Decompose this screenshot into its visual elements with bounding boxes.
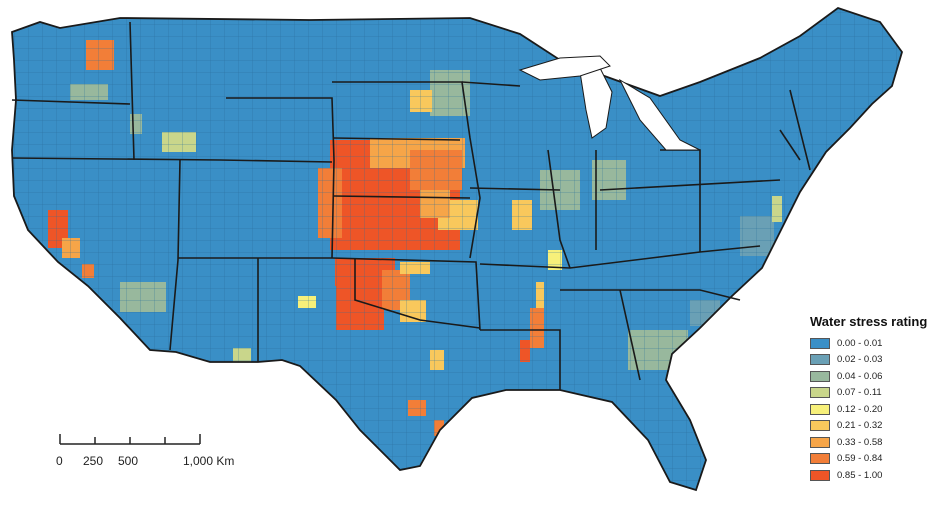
legend-swatch — [810, 387, 830, 399]
scale-label-0: 0 — [56, 454, 63, 468]
legend-item: 0.85 - 1.00 — [810, 467, 948, 484]
state-boundaries — [11, 21, 811, 390]
legend-item: 0.59 - 0.84 — [810, 451, 948, 468]
legend-label: 0.85 - 1.00 — [837, 469, 883, 481]
legend: Water stress rating 0.00 - 0.01 0.02 - 0.… — [810, 314, 948, 484]
legend-swatch — [810, 453, 830, 465]
legend-label: 0.04 - 0.06 — [837, 370, 883, 382]
county-stress-patches — [12, 8, 902, 490]
scale-label-1000: 1,000 Km — [183, 454, 235, 468]
legend-label: 0.59 - 0.84 — [837, 453, 883, 465]
legend-swatch — [810, 337, 830, 349]
legend-swatch — [810, 469, 830, 481]
scale-label-500: 500 — [118, 454, 139, 468]
legend-swatch — [810, 354, 830, 366]
legend-swatch — [810, 370, 830, 382]
legend-item: 0.33 - 0.58 — [810, 434, 948, 451]
legend-label: 0.02 - 0.03 — [837, 354, 883, 366]
legend-label: 0.33 - 0.58 — [837, 436, 883, 448]
legend-item: 0.00 - 0.01 — [810, 335, 948, 352]
scale-label-250: 250 — [83, 454, 104, 468]
legend-item: 0.07 - 0.11 — [810, 385, 948, 402]
legend-label: 0.00 - 0.01 — [837, 337, 883, 349]
legend-swatch — [810, 436, 830, 448]
scale-bar: 0 250 500 1,000 Km — [48, 428, 258, 478]
legend-item: 0.12 - 0.20 — [810, 401, 948, 418]
legend-swatch — [810, 403, 830, 415]
county-grid — [12, 8, 902, 490]
legend-label: 0.21 - 0.32 — [837, 420, 883, 432]
legend-item: 0.04 - 0.06 — [810, 368, 948, 385]
legend-swatch — [810, 420, 830, 432]
legend-item: 0.21 - 0.32 — [810, 418, 948, 435]
lake-huron-erie — [618, 78, 701, 151]
legend-title: Water stress rating — [810, 314, 928, 329]
scale-bar-ticks — [59, 434, 201, 445]
legend-item: 0.02 - 0.03 — [810, 352, 948, 369]
legend-label: 0.07 - 0.11 — [837, 387, 882, 399]
legend-entries: 0.00 - 0.01 0.02 - 0.03 0.04 - 0.06 0.07 - … — [810, 335, 948, 484]
legend-label: 0.12 - 0.20 — [837, 403, 883, 415]
lake-superior — [518, 55, 611, 81]
